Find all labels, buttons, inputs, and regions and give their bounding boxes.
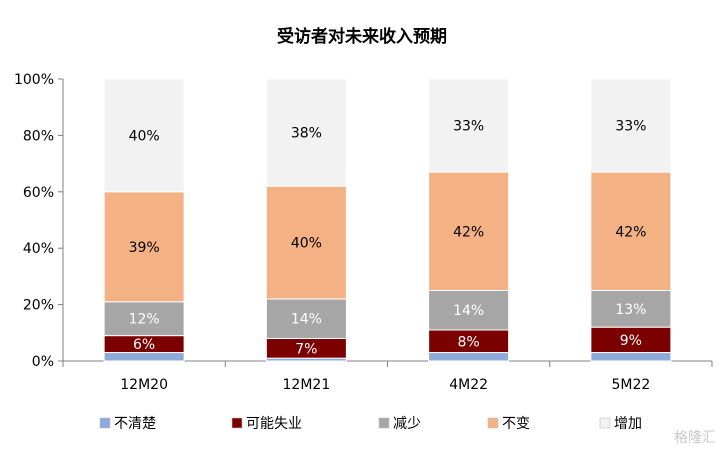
y-tick-label: 60% [23,185,54,201]
y-tick-label: 0% [32,354,54,370]
legend-swatch [487,417,499,429]
data-label: 6% [133,337,155,353]
legend: 不清楚 可能失业 减少 不变 增加 [99,416,642,432]
data-label: 9% [620,333,642,349]
data-label: 8% [458,334,480,350]
legend-label: 可能失业 [246,416,302,432]
data-label: 42% [453,224,484,240]
bars [103,78,672,362]
x-tick-label: 12M21 [283,377,331,393]
legend-swatch [378,417,390,429]
bar-segment [590,352,672,362]
y-tick-label: 80% [23,128,54,144]
data-label: 33% [453,119,484,135]
legend-label: 不变 [502,416,530,432]
legend-swatch [599,417,611,429]
data-label: 39% [129,240,160,256]
bar-segment [103,78,185,193]
data-label: 42% [615,224,646,240]
legend-swatch [231,417,243,429]
bar-segment [103,352,185,362]
y-tick-label: 100% [14,72,54,88]
chart-title: 受访者对未来收入预期 [277,26,447,47]
y-tick-label: 20% [23,298,54,314]
data-label: 12% [129,312,160,328]
x-tick-label: 5M22 [611,377,650,393]
legend-label: 增加 [614,416,642,432]
data-label: 38% [291,126,322,142]
watermark: 格隆汇 [674,430,716,446]
legend-swatch [99,417,111,429]
data-label: 14% [291,312,322,328]
data-label: 14% [453,303,484,319]
bar-segment [590,326,672,354]
x-tick-label: 4M22 [449,377,488,393]
data-label: 40% [291,236,322,252]
bar-segment [590,78,672,173]
bar-segment [103,191,185,303]
data-label: 7% [295,341,317,357]
y-tick-label: 40% [23,241,54,257]
legend-label: 不清楚 [114,416,156,432]
data-label: 13% [615,302,646,318]
bar-segment [265,298,347,339]
data-labels: 6% 12% 39% 40% 7% 14% 40% 38% 8% 14% 42% 33% 9% 13% 42… [129,119,647,358]
axes: 0% 20% 40% 60% 80% 100% 12M20 12M21 4M22 5M22 [14,72,713,393]
legend-label: 减少 [393,416,421,432]
data-label: 40% [129,128,160,144]
bar-segment [265,78,347,187]
x-tick-label: 12M20 [120,377,168,393]
bar-segment [428,352,510,362]
bar-segment [265,185,347,300]
bar-segment [428,78,510,173]
data-label: 33% [615,119,646,135]
